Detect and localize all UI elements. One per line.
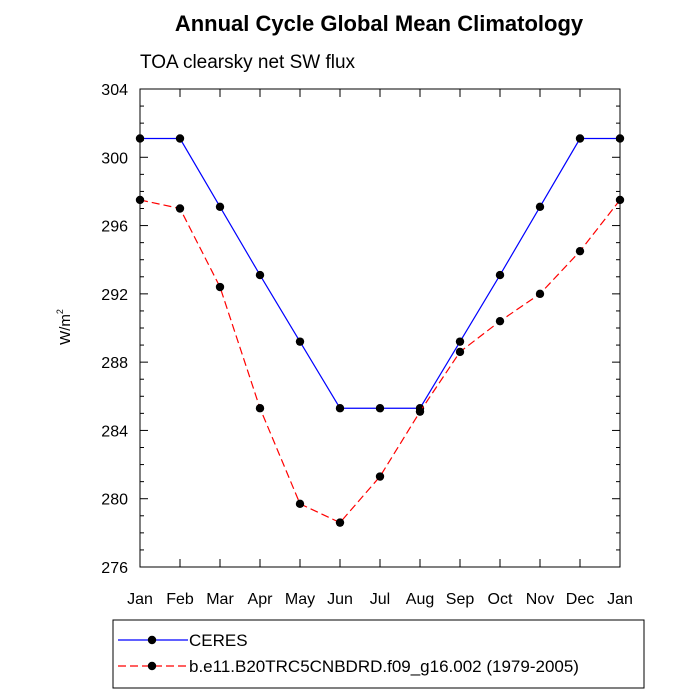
legend-label: CERES bbox=[189, 631, 248, 650]
y-axis-label: W/m2 bbox=[55, 309, 74, 345]
data-point bbox=[335, 518, 345, 527]
axis-ticks: 276 280 284 288 292 296 300 304 Jan Feb Mar Apr May J… bbox=[101, 82, 633, 608]
legend-box bbox=[112, 619, 645, 689]
x-tick-label: Jul bbox=[370, 591, 390, 608]
data-point bbox=[135, 134, 145, 143]
data-point bbox=[255, 270, 265, 280]
y-tick-label: 288 bbox=[101, 355, 128, 372]
x-tick-label: Jan bbox=[127, 591, 153, 608]
data-point bbox=[415, 407, 425, 416]
x-tick-label: Dec bbox=[566, 591, 594, 608]
y-tick-label: 292 bbox=[101, 287, 128, 304]
legend-label: b.e11.B20TRC5CNBDRD.f09_g16.002 (1979-20… bbox=[189, 657, 579, 676]
legend-marker bbox=[147, 635, 157, 645]
series-1 bbox=[135, 134, 625, 413]
x-tick-label: May bbox=[285, 591, 315, 608]
data-point bbox=[575, 134, 585, 143]
x-tick-label: Sep bbox=[446, 591, 475, 608]
data-point bbox=[455, 347, 465, 357]
data-point bbox=[215, 202, 225, 211]
x-tick-label: Jan bbox=[607, 591, 633, 608]
data-point bbox=[375, 472, 385, 481]
x-tick-label: Feb bbox=[166, 591, 194, 608]
y-tick-label: 300 bbox=[101, 150, 128, 167]
data-point bbox=[615, 195, 625, 205]
data-point bbox=[495, 316, 505, 326]
x-tick-label: Apr bbox=[248, 591, 274, 608]
x-tick-label: Aug bbox=[406, 591, 434, 608]
data-point bbox=[455, 337, 465, 346]
data-point bbox=[375, 404, 385, 413]
x-tick-label: Nov bbox=[526, 591, 554, 608]
data-point bbox=[335, 404, 345, 413]
x-tick-label: Jun bbox=[327, 591, 353, 608]
data-point bbox=[135, 195, 145, 205]
y-axis-label-text: W/m bbox=[57, 314, 74, 345]
series-layer bbox=[135, 134, 625, 527]
series-2 bbox=[135, 195, 625, 527]
data-point bbox=[295, 337, 305, 346]
svg-text:W/m2: W/m2 bbox=[55, 309, 74, 345]
legend-marker bbox=[147, 661, 157, 671]
data-point bbox=[215, 282, 225, 292]
y-tick-label: 284 bbox=[101, 423, 128, 440]
y-tick-label: 276 bbox=[101, 560, 128, 577]
data-point bbox=[535, 289, 545, 299]
data-point bbox=[575, 246, 585, 256]
data-point bbox=[495, 270, 505, 280]
x-tick-label: Oct bbox=[488, 591, 513, 608]
series-line bbox=[140, 137, 620, 409]
plot-frame bbox=[139, 88, 621, 568]
legend: CERES b.e11.B20TRC5CNBDRD.f09_g16.002 (19… bbox=[118, 631, 579, 676]
data-point bbox=[175, 134, 185, 143]
data-point bbox=[295, 499, 305, 509]
y-tick-label: 304 bbox=[101, 82, 128, 99]
y-tick-label: 296 bbox=[101, 219, 128, 236]
y-tick-label: 280 bbox=[101, 492, 128, 509]
chart-title: Annual Cycle Global Mean Climatology bbox=[175, 11, 584, 36]
chart-subtitle: TOA clearsky net SW flux bbox=[140, 52, 356, 73]
y-axis-label-superscript: 2 bbox=[55, 309, 65, 314]
x-tick-label: Mar bbox=[206, 591, 234, 608]
data-point bbox=[175, 204, 185, 213]
data-point bbox=[255, 404, 265, 413]
data-point bbox=[615, 134, 625, 143]
data-point bbox=[535, 202, 545, 211]
